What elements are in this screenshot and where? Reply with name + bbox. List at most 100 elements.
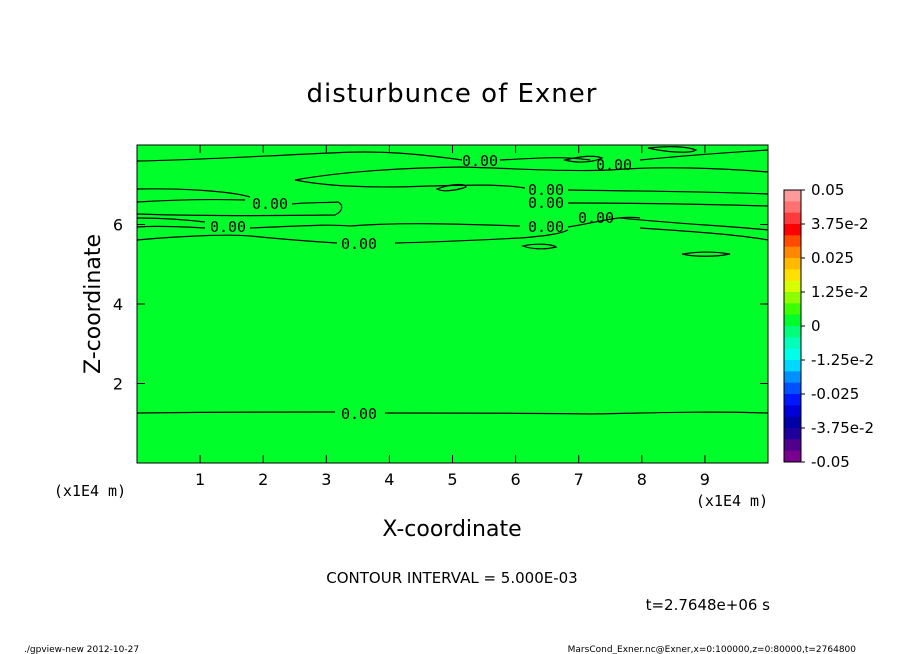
x-tick-label: 6 xyxy=(511,470,521,489)
colorbar-segment xyxy=(784,382,801,395)
colorbar-label: -1.25e-2 xyxy=(811,351,874,369)
x-tick-label: 4 xyxy=(384,470,394,489)
colorbar-label: -3.75e-2 xyxy=(811,419,874,437)
contour-line xyxy=(567,216,641,228)
colorbar-segment xyxy=(784,416,801,429)
contour-line xyxy=(136,188,251,198)
contour-lines xyxy=(136,146,769,415)
contour-label: 0.00 xyxy=(210,218,246,236)
contour-line xyxy=(562,155,604,163)
contour-label: 0.00 xyxy=(528,181,564,199)
colorbar-label: 0 xyxy=(811,317,821,335)
contour-line xyxy=(136,217,206,223)
contour-line xyxy=(681,251,731,257)
footer-left: ./gpview-new 2012-10-27 xyxy=(24,645,139,654)
colorbar-label: -0.025 xyxy=(811,385,859,403)
contour-line xyxy=(619,217,769,231)
contour-label: 0.00 xyxy=(462,152,498,170)
x-tick-label: 3 xyxy=(321,470,331,489)
contour-label: 0.00 xyxy=(528,194,564,212)
contour-label: 0.00 xyxy=(528,218,564,236)
colorbar xyxy=(783,189,802,463)
x-axis-title: X-coordinate xyxy=(382,517,521,542)
contour-line xyxy=(249,235,338,244)
footer-right: MarsCond_Exner.nc@Exner,x=0:100000,z=0:8… xyxy=(568,645,857,654)
contour-line xyxy=(136,201,343,217)
x-unit-label: (x1E4 m) xyxy=(696,492,768,510)
chart-title: disturbunce of Exner xyxy=(307,79,598,109)
contour-line xyxy=(639,149,769,161)
colorbar-segment xyxy=(784,190,801,202)
colorbar-segment xyxy=(784,235,801,248)
contour-line xyxy=(136,151,463,162)
colorbar-segment xyxy=(784,246,801,259)
contour-line xyxy=(136,199,246,203)
contour-line xyxy=(294,179,526,189)
contour-line xyxy=(647,146,698,153)
colorbar-segment xyxy=(784,405,801,418)
colorbar-label: 3.75e-2 xyxy=(811,215,869,233)
x-tick-label: 8 xyxy=(637,470,647,489)
contour-line xyxy=(291,201,339,205)
contour-line xyxy=(499,157,591,161)
contour-line xyxy=(435,183,467,192)
x-tick-label: 7 xyxy=(574,470,584,489)
colorbar-segment xyxy=(784,212,801,225)
plot-area xyxy=(136,144,769,464)
contour-interval-text: CONTOUR INTERVAL = 5.000E-03 xyxy=(326,569,577,587)
y-tick-label: 6 xyxy=(113,216,123,235)
contour-line xyxy=(349,223,521,227)
colorbar-segment xyxy=(784,348,801,361)
x-tick-label: 9 xyxy=(700,470,710,489)
contour-line xyxy=(136,225,206,229)
y-tick-label: 4 xyxy=(113,295,123,314)
x-tick-label: 5 xyxy=(447,470,457,489)
contour-line xyxy=(136,411,336,414)
colorbar-segment xyxy=(784,292,801,304)
contour-line xyxy=(639,227,769,241)
colorbar-segment xyxy=(784,394,801,406)
colorbar-segment xyxy=(784,269,801,282)
y-unit-label: (x1E4 m) xyxy=(54,482,126,500)
contour-line xyxy=(521,243,558,250)
contour-line xyxy=(249,224,351,229)
colorbar-segment xyxy=(784,450,801,463)
contour-label: 0.00 xyxy=(341,405,377,423)
time-text: t=2.7648e+06 s xyxy=(646,596,771,614)
colorbar-labels: 0.05 3.75e-2 0.025 1.25e-2 0 -1.25e-2 -0.025 -3… xyxy=(801,181,874,471)
contour-line xyxy=(567,189,769,195)
x-tick-label: 2 xyxy=(258,470,268,489)
colorbar-segment xyxy=(784,258,801,270)
contour-line xyxy=(294,166,769,181)
y-axis-ticks: 2 4 6 xyxy=(113,216,768,394)
colorbar-label: 0.025 xyxy=(811,249,854,267)
colorbar-segment xyxy=(784,326,801,338)
x-axis-ticks: 1 2 3 4 5 6 7 8 9 xyxy=(195,145,710,489)
contour-label: 0.00 xyxy=(252,195,288,213)
colorbar-segment xyxy=(784,439,801,452)
colorbar-label: -0.05 xyxy=(811,453,850,471)
contour-line xyxy=(394,229,569,244)
x-tick-label: 1 xyxy=(195,470,205,489)
y-tick-label: 2 xyxy=(113,375,123,394)
contour-labels: 0.00 0.00 0.00 0.00 0.00 0.00 0.00 0.00 … xyxy=(210,152,632,423)
colorbar-label: 1.25e-2 xyxy=(811,283,869,301)
y-axis-title: Z-coordinate xyxy=(81,234,106,374)
colorbar-segment xyxy=(784,337,801,350)
colorbar-label: 0.05 xyxy=(811,181,844,199)
contour-line xyxy=(384,411,769,415)
colorbar-segment xyxy=(784,201,801,214)
colorbar-segment xyxy=(784,360,801,372)
contour-label: 0.00 xyxy=(578,209,614,227)
colorbar-segment xyxy=(784,224,801,236)
colorbar-segment xyxy=(784,371,801,384)
colorbar-segment xyxy=(784,428,801,440)
colorbar-segment xyxy=(784,314,801,327)
colorbar-segment xyxy=(784,280,801,293)
colorbar-segment xyxy=(784,303,801,316)
contour-label: 0.00 xyxy=(596,156,632,174)
contour-line xyxy=(567,202,769,207)
contour-line xyxy=(136,234,251,241)
contour-label: 0.00 xyxy=(341,235,377,253)
